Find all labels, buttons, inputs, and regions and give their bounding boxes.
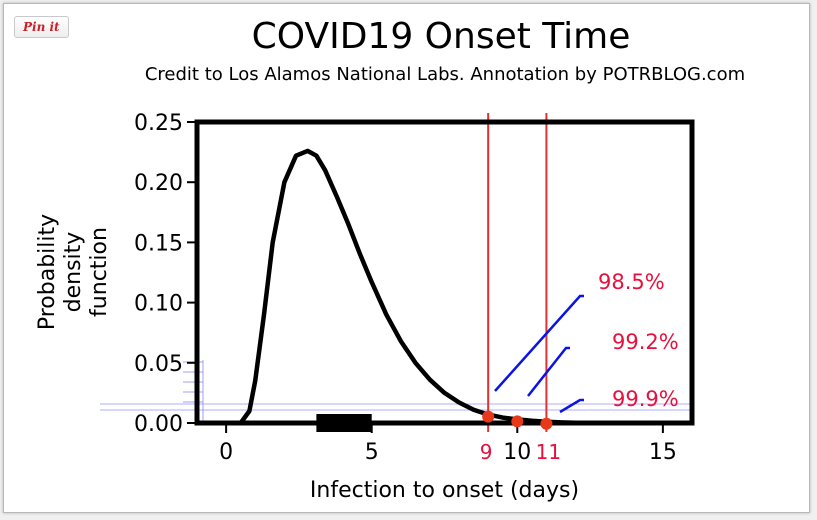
x-axis-label: Infection to onset (days) [310,478,579,503]
plot-area: 0.00 0.05 0.10 0.15 0.20 0.25 0 5 10 15 9 11 Infecti… [35,111,695,503]
y-tick-label: 0.20 [134,171,183,196]
annotation-pointer [527,346,570,397]
chart-title: COVID19 Onset Time [252,16,631,57]
density-curve [226,148,605,426]
x-tick-label: 5 [365,440,379,465]
y-axis-label: function [87,227,112,317]
annotation-marker [482,410,495,423]
plot-frame [194,119,695,426]
y-tick-label: 0.10 [134,292,183,317]
annotation-marker [511,415,524,428]
annotation-pointer [559,398,584,414]
image-frame [3,3,810,513]
y-tick-label: 0.00 [134,412,183,437]
y-axis-label: Probability [35,214,60,330]
y-tick-label: 0.25 [134,111,183,136]
chart-subtitle: Credit to Los Alamos National Labs. Anno… [145,64,745,85]
y-tick-label: 0.15 [134,231,183,256]
annotation-marker [540,417,553,430]
annotation-label: 99.9% [612,387,679,411]
x-tick-label: 0 [219,440,233,465]
pin-it-button[interactable]: Pin it [14,16,69,38]
y-axis-label: density [61,232,86,313]
annotation-tick-label: 9 [480,440,493,464]
annotation-label: 99.2% [612,330,679,354]
x-tick-label: 10 [503,440,531,465]
annotation-label: 98.5% [598,270,665,294]
annotation-tick-label: 11 [536,440,561,464]
y-tick-label: 0.05 [134,352,183,377]
x-tick-label: 15 [649,440,677,465]
annotation-pointer [494,294,584,392]
